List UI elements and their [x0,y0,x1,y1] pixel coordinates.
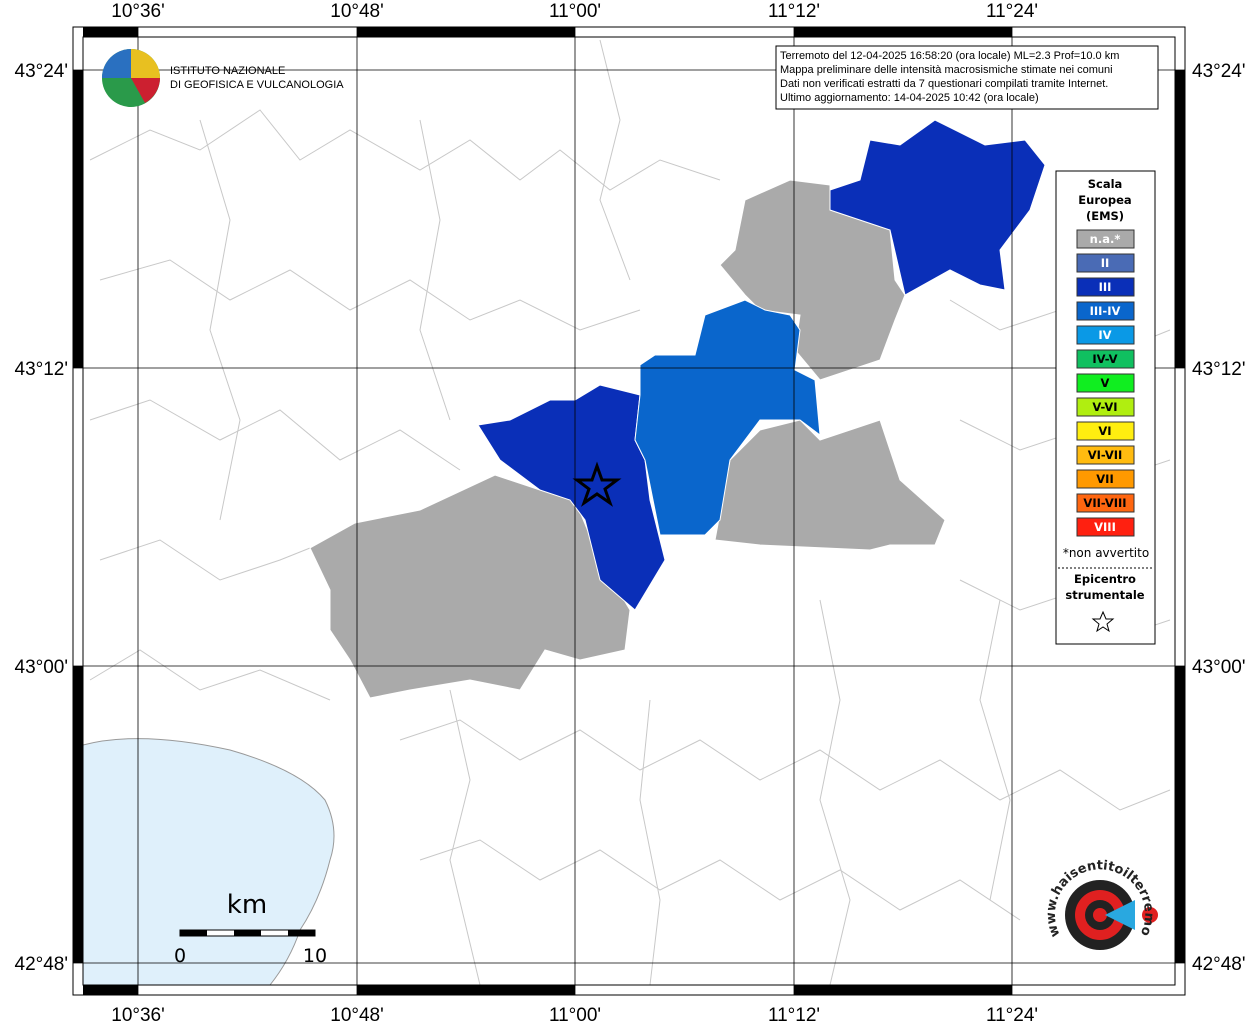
lon-label: 10°36' [111,1,165,22]
logo-line: DI GEOFISICA E VULCANOLOGIA [170,79,344,91]
legend-epicenter: strumentale [1065,588,1144,602]
legend-label: V [1101,376,1110,390]
area-iii [477,384,666,611]
lat-label: 42°48' [1192,954,1246,975]
lat-label: 43°00' [1192,657,1246,678]
area-iii-iv [634,299,821,536]
legend-title: Europea [1078,193,1131,207]
legend-note: *non avvertito [1063,546,1149,560]
legend-swatch [1076,301,1135,321]
legend-label: III-IV [1090,304,1121,318]
legend-label: IV-V [1092,352,1117,366]
ingv-logo: ISTITUTO NAZIONALE DI GEOFISICA E VULCAN… [102,49,344,107]
epicenter-star [572,461,622,507]
legend-label: III [1099,280,1112,294]
legend-swatch [1076,229,1135,249]
legend-swatch [1076,277,1135,297]
scale-label: 0 [174,945,186,967]
area-iii [829,119,1046,296]
info-line: Terremoto del 12-04-2025 16:58:20 (ora l… [780,50,1119,62]
lon-label: 11°12' [768,1005,820,1024]
legend-swatch [1076,517,1135,537]
legend-swatch [1076,397,1135,417]
legend-label: V-VI [1092,400,1117,414]
scale-unit: km [227,890,267,920]
info-line: Mappa preliminare delle intensità macros… [780,64,1113,76]
lon-label: 11°12' [768,1,820,22]
legend-title: (EMS) [1086,209,1124,223]
lon-label: 11°24' [986,1005,1038,1024]
scale-bar: km 0 10 [174,890,327,967]
lon-label: 11°24' [986,1,1038,22]
info-line: Dati non verificati estratti da 7 questi… [780,78,1108,90]
lon-label: 10°36' [111,1005,165,1024]
legend-label: VI [1098,424,1111,438]
legend-label: VII [1096,472,1113,486]
legend-swatch [1076,349,1135,369]
legend-epicenter: Epicentro [1074,572,1136,586]
legend-swatch [1076,373,1135,393]
legend-swatch [1076,253,1135,273]
legend-swatch [1076,493,1135,513]
legend-star [1091,610,1115,633]
legend-label: n.a.* [1090,232,1121,246]
legend-label: II [1101,256,1110,270]
lon-label: 11°00' [549,1005,601,1024]
lon-label: 10°48' [330,1005,384,1024]
legend-swatch [1076,325,1135,345]
legend-label: IV [1098,328,1111,342]
info-line: Ultimo aggiornamento: 14-04-2025 10:42 (… [780,92,1039,104]
frame [72,26,1186,996]
logo-line: ISTITUTO NAZIONALE [170,65,285,77]
lat-label: 43°00' [15,657,69,678]
lat-label: 43°24' [1192,61,1246,82]
area-na [309,474,631,699]
legend-label: VIII [1094,520,1116,534]
lat-label: 43°24' [15,61,69,82]
legend-label: VII-VIII [1083,496,1126,510]
lat-label: 42°48' [15,954,69,975]
graticule [73,27,1185,995]
lat-label: 43°12' [1192,359,1246,380]
legend-label: VI-VII [1088,448,1123,462]
area-na [714,419,946,551]
legend-swatch [1076,421,1135,441]
lat-label: 43°12' [15,359,69,380]
lon-label: 11°00' [549,1,601,22]
intensity-areas [309,119,1046,699]
scale-label: 10 [303,945,327,967]
legend-swatch [1076,469,1135,489]
lon-label: 10°48' [330,1,384,22]
legend-title: Scala [1088,177,1123,191]
info-box [775,45,1159,110]
legend-swatch [1076,445,1135,465]
